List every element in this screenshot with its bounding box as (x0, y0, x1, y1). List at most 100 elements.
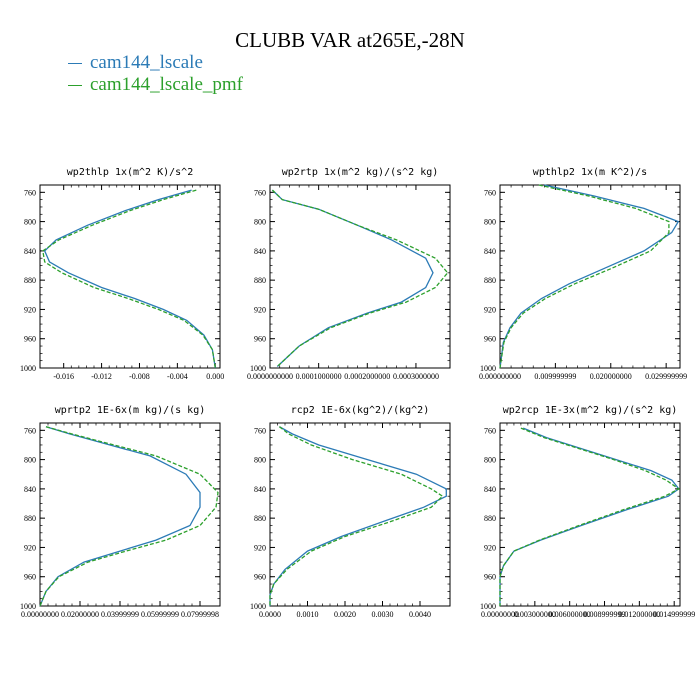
y-tick-label: 800 (254, 456, 266, 465)
x-tick-label: 0.07999998 (181, 610, 219, 619)
x-tick-label: 0.02000000 (61, 610, 99, 619)
series-line-cam144_lscale (39, 426, 201, 607)
y-tick-label: 960 (254, 573, 266, 582)
x-tick-label: 0.006000000 (549, 610, 591, 619)
y-tick-label: 1000 (250, 364, 266, 373)
y-tick-label: 760 (484, 426, 496, 435)
plot-frame (269, 184, 451, 369)
x-tick-label: 0.0040 (409, 610, 431, 619)
panel-rcp2: rcp2 1E-6x(kg^2)/(kg^2) 760 800 840 880 920 96… (250, 405, 451, 619)
x-tick-label: 0.000000000 (479, 372, 521, 381)
chart-title: CLUBB VAR at265E,-28N (235, 28, 465, 52)
y-tick-label: 880 (484, 514, 496, 523)
panel-title: rcp2 1E-6x(kg^2)/(kg^2) (291, 405, 429, 416)
plot-frame (39, 422, 221, 607)
series-line-cam144_lscale_pmf (42, 189, 216, 369)
x-tick-label: -0.008 (129, 372, 150, 381)
legend-swatch (68, 84, 82, 86)
y-tick-label: 800 (254, 218, 266, 227)
x-tick-label: 0.0020 (334, 610, 356, 619)
y-tick-label: 880 (254, 514, 266, 523)
series-line-cam144_lscale (499, 427, 680, 606)
y-tick-label: 800 (24, 218, 36, 227)
y-tick-label: 960 (24, 573, 36, 582)
legend-swatch (68, 62, 82, 64)
y-tick-label: 760 (484, 188, 496, 197)
x-tick-label: 0.003000000 (514, 610, 556, 619)
x-tick-label: 0.008999999 (584, 610, 626, 619)
series-line-cam144_lscale (269, 426, 447, 606)
y-tick-label: 840 (484, 247, 496, 256)
y-tick-label: 840 (254, 485, 266, 494)
panel-wprtp2: wprtp2 1E-6x(m kg)/(s kg) 760 800 840 880 920… (20, 405, 221, 619)
x-tick-label: 0.00000000 (21, 610, 59, 619)
y-tick-label: 1000 (20, 364, 36, 373)
x-tick-label: 0.05999999 (141, 610, 179, 619)
y-tick-label: 960 (24, 335, 36, 344)
x-tick-label: 0.00000000 (481, 610, 519, 619)
panel-title: wp2thlp 1x(m^2 K)/s^2 (67, 167, 193, 178)
y-tick-label: 760 (24, 426, 36, 435)
y-tick-label: 800 (484, 456, 496, 465)
y-tick-label: 880 (24, 276, 36, 285)
panel-title: wprtp2 1E-6x(m kg)/(s kg) (55, 405, 206, 416)
x-tick-label: 0.0001000000 (296, 372, 342, 381)
y-tick-label: 840 (254, 247, 266, 256)
x-tick-label: 0.020000000 (590, 372, 632, 381)
y-tick-label: 920 (24, 543, 36, 552)
series-line-cam144_lscale_pmf (271, 189, 449, 367)
x-tick-label: 0.000 (206, 372, 224, 381)
y-tick-label: 880 (254, 276, 266, 285)
legend-label: cam144_lscale (90, 52, 203, 73)
x-tick-label: -0.004 (167, 372, 188, 381)
series-line-cam144_lscale (499, 184, 680, 369)
panel-wp2thlp: wp2thlp 1x(m^2 K)/s^2 760 800 840 880 920 960 1… (20, 167, 224, 381)
y-tick-label: 960 (254, 335, 266, 344)
x-tick-label: 0.009999999 (534, 372, 576, 381)
legend: cam144_lscale cam144_lscale_pmf (68, 52, 243, 96)
y-tick-label: 960 (484, 573, 496, 582)
y-tick-label: 920 (254, 543, 266, 552)
x-tick-label: 0.029999999 (645, 372, 687, 381)
series-line-cam144_lscale (271, 189, 434, 367)
y-tick-label: 760 (254, 426, 266, 435)
y-tick-label: 1000 (20, 602, 36, 611)
y-tick-label: 1000 (480, 364, 496, 373)
x-tick-label: -0.016 (53, 372, 74, 381)
legend-item: cam144_lscale (68, 52, 243, 74)
series-line-cam144_lscale_pmf (499, 427, 681, 606)
series-line-cam144_lscale (43, 189, 216, 369)
x-tick-label: -0.012 (91, 372, 112, 381)
y-tick-label: 800 (484, 218, 496, 227)
panel-title: wp2rtp 1x(m^2 kg)/(s^2 kg) (282, 167, 439, 178)
x-tick-label: 0.0003000000 (393, 372, 439, 381)
y-tick-label: 840 (484, 485, 496, 494)
x-tick-label: 0.012000000 (618, 610, 660, 619)
panel-title: wp2rcp 1E-3x(m^2 kg)/(s^2 kg) (503, 405, 678, 416)
x-tick-label: 0.03999999 (101, 610, 139, 619)
plot-frame (499, 184, 681, 369)
plot-frame (269, 422, 451, 607)
y-tick-label: 1000 (250, 602, 266, 611)
y-tick-label: 840 (24, 485, 36, 494)
plot-frame (499, 422, 681, 607)
x-tick-label: 0.014999999 (653, 610, 695, 619)
y-tick-label: 880 (484, 276, 496, 285)
x-tick-label: 0.0002000000 (344, 372, 390, 381)
x-tick-label: 0.0030 (372, 610, 394, 619)
plot-frame (39, 184, 221, 369)
y-tick-label: 920 (254, 305, 266, 314)
panel-wp2rtp: wp2rtp 1x(m^2 kg)/(s^2 kg) 760 800 840 880 92… (247, 167, 451, 381)
y-tick-label: 760 (254, 188, 266, 197)
y-tick-label: 800 (24, 456, 36, 465)
x-tick-label: 0.0000 (259, 610, 281, 619)
y-tick-label: 880 (24, 514, 36, 523)
series-line-cam144_lscale_pmf (269, 426, 444, 606)
panel-title: wpthlp2 1x(m K^2)/s (533, 167, 647, 178)
y-tick-label: 1000 (480, 602, 496, 611)
x-tick-label: 0.0010 (297, 610, 319, 619)
panel-wp2rcp: wp2rcp 1E-3x(m^2 kg)/(s^2 kg) 760 800 840 88… (480, 405, 695, 619)
panel-wpthlp2: wpthlp2 1x(m K^2)/s 760 800 840 880 920 960 100… (479, 167, 687, 381)
y-tick-label: 920 (484, 543, 496, 552)
y-tick-label: 760 (24, 188, 36, 197)
